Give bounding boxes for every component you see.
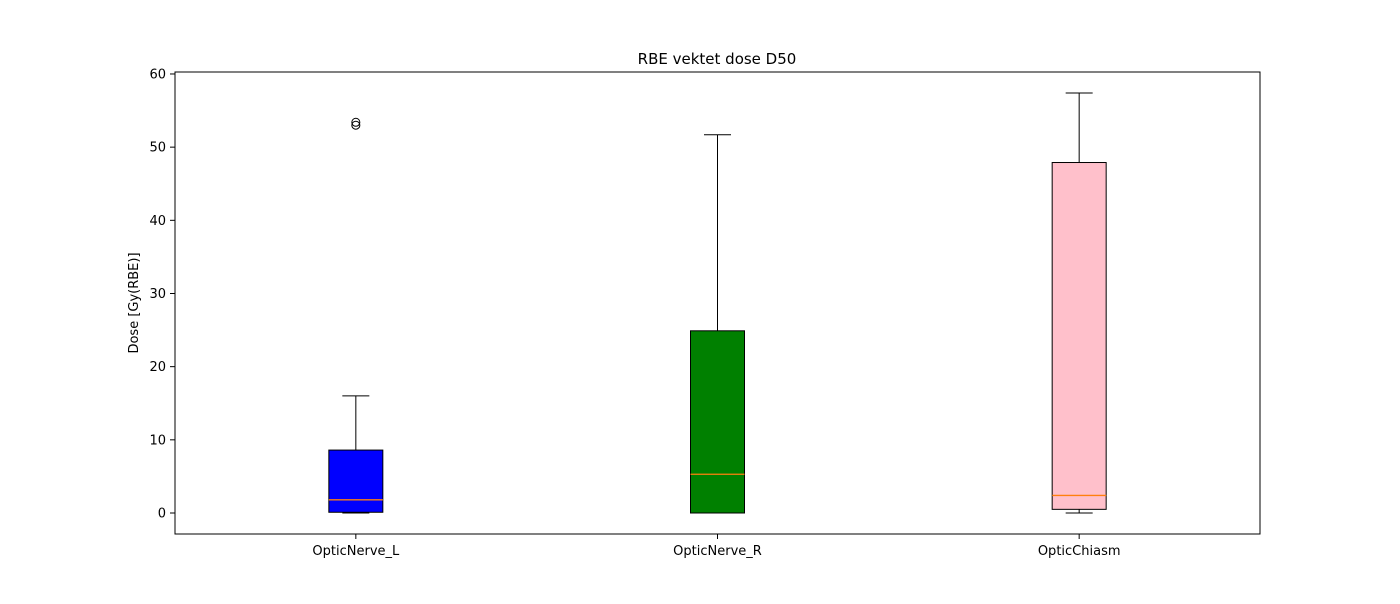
- x-tick-label: OpticNerve_R: [673, 544, 762, 559]
- y-tick-label: 60: [149, 67, 166, 82]
- box-body: [1051, 162, 1107, 510]
- outlier-point: [351, 117, 361, 127]
- y-tick-label: 30: [149, 287, 166, 302]
- box-body: [328, 449, 384, 513]
- box-group: [1051, 92, 1107, 514]
- y-tick-label: 10: [149, 433, 166, 448]
- plot-area: 0 10 20 30 40 50 60 OpticNerve_L OpticNerve_R Opt…: [149, 67, 1261, 559]
- x-tick-label: OpticNerve_L: [312, 544, 400, 559]
- box-group: [690, 134, 745, 514]
- y-tick-label: 0: [158, 507, 166, 522]
- chart-title: RBE vektet dose D50: [638, 50, 797, 68]
- y-axis-label: Dose [Gy(RBE)]: [127, 252, 142, 353]
- x-tick-label: OpticChiasm: [1038, 544, 1121, 559]
- y-tick-label: 40: [149, 214, 166, 229]
- y-tick-label: 50: [149, 141, 166, 156]
- box-group: [328, 117, 384, 514]
- outlier-point: [351, 120, 361, 130]
- y-tick-label: 20: [149, 360, 166, 375]
- plot-frame: [174, 71, 1261, 535]
- box-body: [690, 330, 745, 514]
